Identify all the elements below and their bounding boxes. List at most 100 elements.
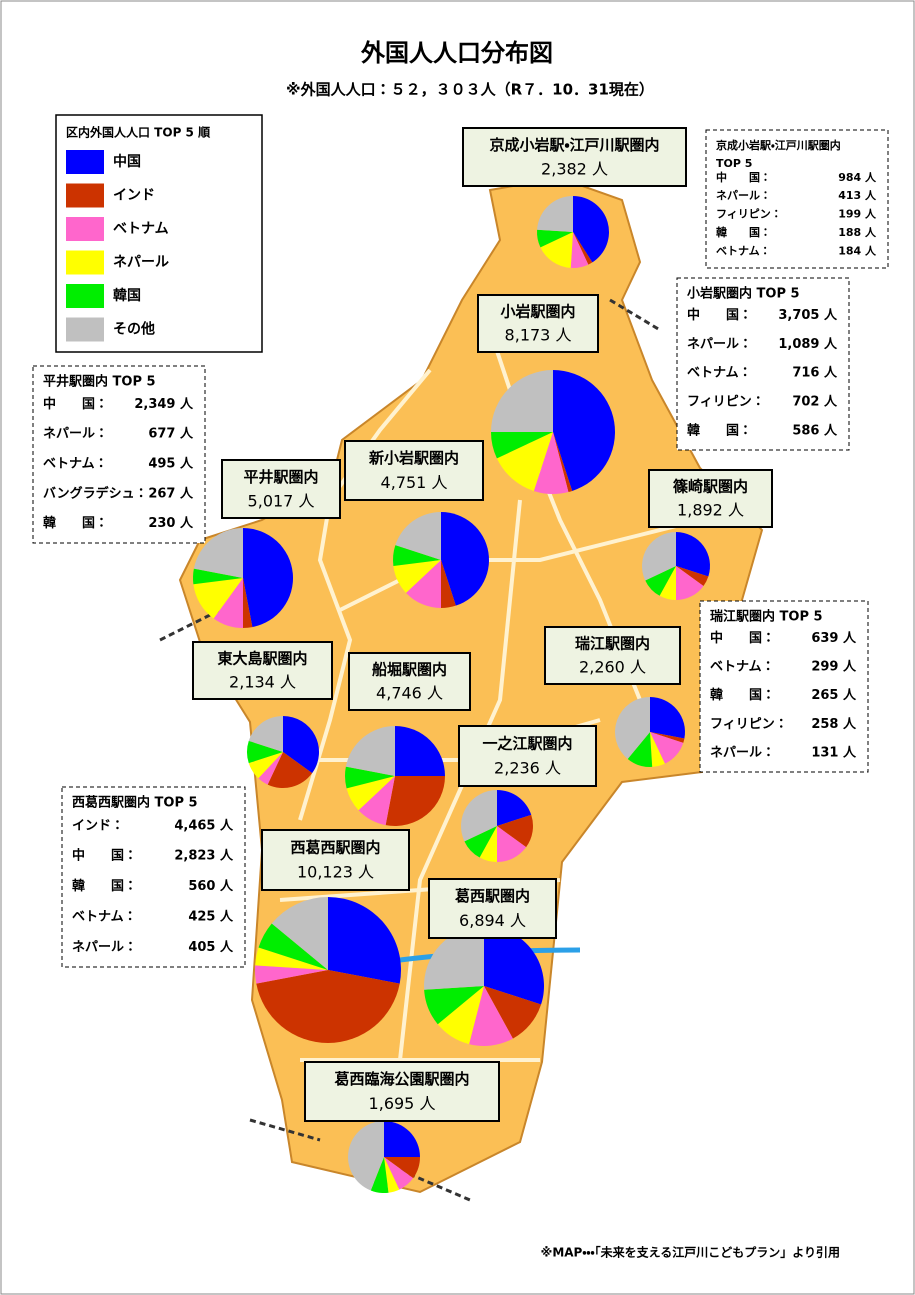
top5-row-value: 1,089 人 bbox=[778, 337, 838, 352]
station-population: 5,017 人 bbox=[248, 491, 315, 510]
top5-row-label: フィリピン： bbox=[687, 395, 765, 410]
top5-row-value: 425 人 bbox=[188, 910, 234, 925]
top5-row-label: フィリピン： bbox=[716, 208, 782, 221]
pie-slice bbox=[537, 196, 573, 232]
top5-row-value: 3,705 人 bbox=[778, 308, 838, 323]
top5-box bbox=[705, 129, 889, 269]
pie-slice bbox=[248, 716, 283, 752]
legend-label: 中国 bbox=[113, 153, 141, 170]
pie-slice bbox=[345, 726, 395, 776]
pie-slice bbox=[348, 1121, 384, 1191]
pie-slice bbox=[384, 1157, 414, 1190]
pie-slice bbox=[395, 512, 441, 560]
station-name: 平井駅圏内 bbox=[243, 468, 318, 486]
subtitle: ※外国人人口：５２，３０３人（R７．10．31現在） bbox=[286, 81, 654, 99]
top5-row-value: 258 人 bbox=[811, 717, 857, 732]
pie-slice bbox=[246, 740, 283, 764]
pie-slice bbox=[256, 970, 400, 1043]
pie-slice bbox=[479, 826, 497, 862]
top5-row-label: ネパール： bbox=[710, 745, 775, 760]
station-name: 葛西臨海公園駅圏内 bbox=[333, 1070, 469, 1088]
station-label-box bbox=[192, 641, 333, 700]
pie-slice bbox=[570, 232, 589, 268]
pie-slice bbox=[393, 560, 441, 593]
top5-row-value: 2,823 人 bbox=[174, 849, 234, 864]
top5-row-label: 韓 国： bbox=[72, 878, 137, 894]
pie-slice bbox=[676, 531, 710, 577]
top5-box bbox=[699, 600, 869, 773]
top5-row-label: 韓 国： bbox=[43, 515, 108, 531]
pie-slice bbox=[573, 196, 609, 263]
station-population: 4,751 人 bbox=[381, 473, 448, 492]
pie-slice bbox=[395, 726, 445, 776]
station-label-box bbox=[458, 725, 597, 787]
legend-swatch bbox=[66, 250, 104, 275]
top5-box bbox=[32, 365, 206, 544]
station-population: 10,123 人 bbox=[297, 863, 374, 882]
pie-slice bbox=[676, 566, 704, 600]
station-label-box bbox=[428, 878, 557, 939]
pie-slice bbox=[213, 578, 243, 628]
top5-row-label: 韓 国： bbox=[687, 422, 752, 438]
top5-row-label: ネパール： bbox=[716, 189, 771, 202]
top5-row-value: 199 人 bbox=[838, 208, 877, 221]
pie-slice bbox=[384, 1157, 420, 1179]
pie-slice bbox=[424, 926, 484, 990]
pie-slice bbox=[496, 432, 553, 491]
top5-title: 平井駅圏内 TOP 5 bbox=[43, 374, 156, 390]
pie-slice bbox=[441, 512, 490, 606]
top5-row-value: 184 人 bbox=[838, 244, 877, 257]
pie-slice bbox=[497, 826, 527, 862]
pie-slice bbox=[645, 566, 676, 596]
top5-row-value: 131 人 bbox=[811, 745, 857, 760]
pie-slice bbox=[328, 896, 402, 984]
top5-row-label: 中 国： bbox=[710, 630, 775, 646]
top5-row-value: 4,465 人 bbox=[174, 818, 234, 833]
top5-row-label: 韓 国： bbox=[710, 687, 775, 703]
pie-slice bbox=[243, 578, 253, 628]
pie-slice bbox=[193, 578, 243, 619]
top5-row-label: ベトナム： bbox=[43, 456, 108, 471]
pie-slice bbox=[370, 1157, 389, 1194]
pie-slice bbox=[358, 776, 395, 826]
top5-row-value: 405 人 bbox=[188, 940, 234, 955]
top5-row-label: 韓 国： bbox=[716, 225, 771, 239]
legend-label: ネパール bbox=[113, 255, 169, 271]
pie-slice bbox=[424, 986, 484, 1025]
top5-row-value: 230 人 bbox=[148, 516, 194, 531]
pie-slice bbox=[614, 697, 650, 759]
pie-slice bbox=[650, 696, 685, 739]
pie-slice bbox=[271, 897, 328, 970]
pie-slice bbox=[384, 1157, 400, 1193]
station-name: 葛西駅圏内 bbox=[454, 887, 530, 905]
legend-label: 韓国 bbox=[113, 287, 141, 304]
top5-title: 西葛西駅圏内 TOP 5 bbox=[72, 795, 198, 811]
top5-row-value: 639 人 bbox=[811, 631, 857, 646]
top5-row-label: ベトナム： bbox=[687, 366, 752, 381]
station-population: 4,746 人 bbox=[376, 684, 443, 703]
station-name: 京成小岩駅・江戸川駅圏内 bbox=[489, 136, 659, 154]
station-label-box bbox=[221, 459, 341, 519]
station-label-box bbox=[462, 127, 687, 187]
pie-slice bbox=[540, 232, 573, 268]
top5-row-label: 中 国： bbox=[72, 848, 137, 864]
pie-slice bbox=[469, 986, 513, 1046]
station-label-box bbox=[648, 469, 773, 528]
top5-title: 小岩駅圏内 TOP 5 bbox=[687, 286, 800, 302]
top5-row-label: ネパール： bbox=[72, 940, 137, 955]
station-population: 2,260 人 bbox=[579, 658, 646, 677]
pie-slice bbox=[650, 732, 665, 767]
legend-label: インド bbox=[113, 188, 155, 204]
pie-slice bbox=[441, 560, 456, 608]
pie-slice bbox=[484, 926, 544, 1005]
legend-swatch bbox=[66, 317, 104, 342]
station-label-box bbox=[344, 440, 484, 501]
pie-slice bbox=[484, 986, 542, 1039]
station-population: 1,695 人 bbox=[369, 1094, 436, 1113]
top5-row-value: 677 人 bbox=[148, 427, 194, 442]
top5-row-value: 495 人 bbox=[148, 456, 194, 471]
legend-label: ベトナム bbox=[113, 221, 169, 237]
top5-row-label: インド： bbox=[72, 818, 124, 833]
station-population: 2,236 人 bbox=[494, 759, 561, 778]
